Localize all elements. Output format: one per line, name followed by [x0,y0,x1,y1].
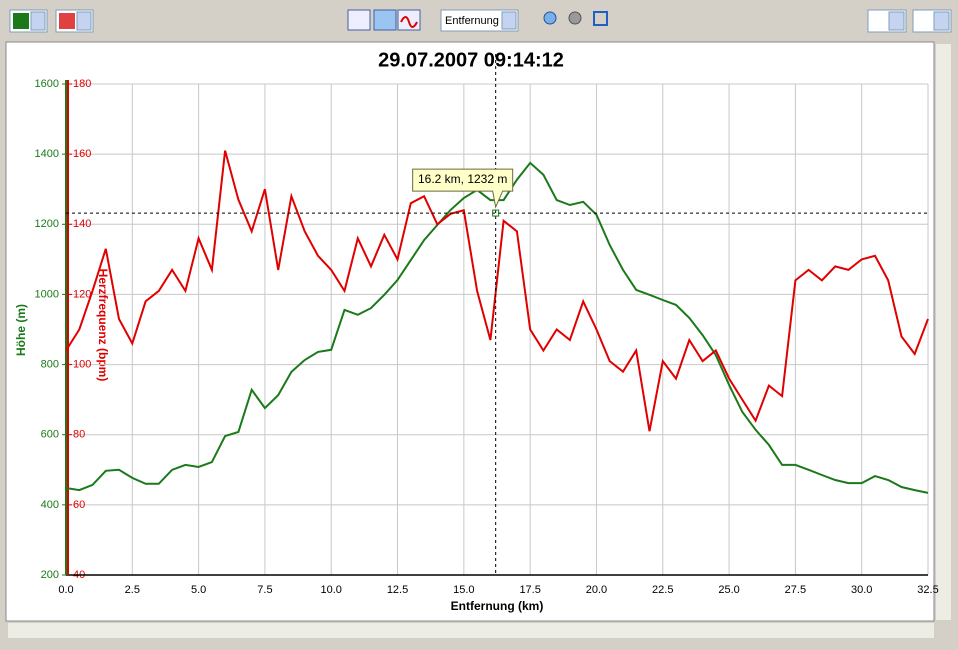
x-tick-label: 15.0 [453,584,474,596]
y-axis-title: Höhe (m) [14,304,28,356]
chart-title: 29.07.2007 09:14:12 [378,49,564,71]
x-tick-label: 27.5 [785,584,806,596]
x-tick-label: 7.5 [257,584,272,596]
tooltip-text: 16.2 km, 1232 m [418,172,507,186]
x-tick-label: 30.0 [851,584,872,596]
zoom-out[interactable] [568,11,582,25]
tooltip [412,168,514,209]
curve-icon [400,16,418,28]
zoom-in[interactable] [543,11,557,25]
dropdown-button[interactable] [933,11,950,31]
dropdown-button[interactable] [501,11,517,30]
dropdown-button[interactable] [30,11,46,31]
x-tick-label: 25.0 [718,584,739,596]
grid-button[interactable] [373,9,397,31]
x-tick-label: 2.5 [125,584,140,596]
dropdown-button[interactable] [888,11,905,31]
y2-tick-label: 140 [73,218,91,230]
dropdown-button[interactable] [76,11,92,31]
y2-axis-title: Herzfrequenz (bpm) [96,269,110,382]
crosshair-button[interactable] [347,9,371,31]
x-tick-label: 5.0 [191,584,206,596]
y2-tick-label: 120 [73,288,91,300]
x-tick-label: 0.0 [58,584,73,596]
y2-tick-label: 80 [73,429,85,441]
horizontal-scrollbar[interactable] [8,623,934,638]
y-tick-label: 800 [41,358,59,370]
y-tick-label: 200 [41,569,59,581]
y-tick-label: 400 [41,499,59,511]
y2-tick-label: 180 [73,78,91,90]
x-tick-label: 17.5 [519,584,540,596]
select-text: Entfernung [445,15,499,27]
y2-tick-label: 160 [73,148,91,160]
x-tick-label: 12.5 [387,584,408,596]
x-axis-title: Entfernung (km) [451,599,544,613]
y-tick-label: 1400 [35,148,59,160]
y-tick-label: 1200 [35,218,59,230]
y-tick-label: 600 [41,429,59,441]
y-tick-label: 1600 [35,78,59,90]
y2-tick-label: 60 [73,499,85,511]
crosshair-marker [492,209,500,217]
x-tick-label: 20.0 [586,584,607,596]
x-tick-label: 22.5 [652,584,673,596]
x-axis-select[interactable] [440,9,519,32]
series-line [65,150,929,432]
x-tick-label: 32.5 [917,584,938,596]
vertical-scrollbar[interactable] [936,44,951,620]
color-swatch [59,13,75,29]
y-tick-label: 1000 [35,288,59,300]
color-swatch [13,13,29,29]
y2-tick-label: 100 [73,358,91,370]
x-tick-label: 10.0 [321,584,342,596]
chart-frame [5,41,935,622]
zoom-fit[interactable] [593,11,608,26]
